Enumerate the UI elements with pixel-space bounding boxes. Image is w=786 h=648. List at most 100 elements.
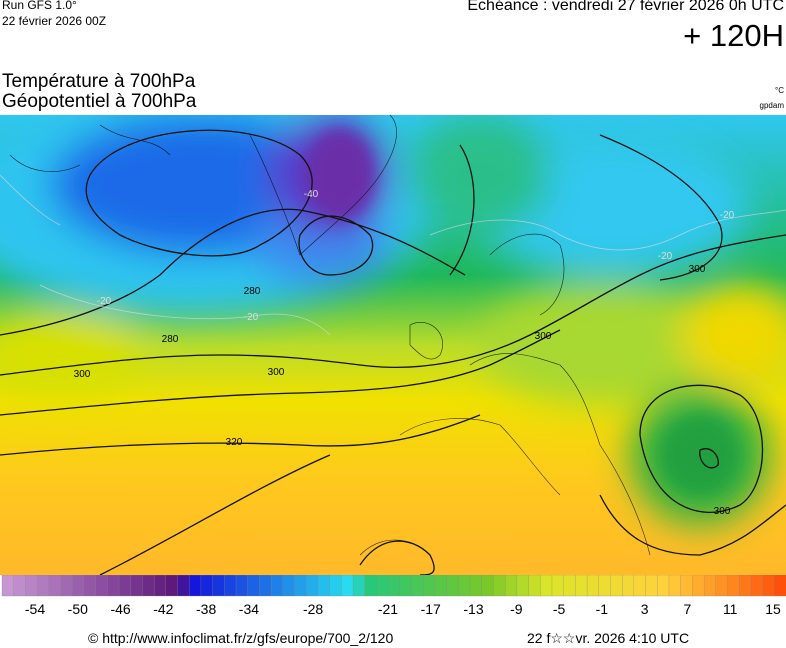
colorbar-cell	[598, 575, 611, 597]
colorbar-label: -9	[510, 601, 523, 617]
colorbar-label: -50	[68, 601, 88, 617]
colorbar-label: -38	[196, 601, 216, 617]
colorbar-label: -5	[553, 601, 566, 617]
colorbar-cell	[165, 575, 178, 597]
colorbar-cell	[575, 575, 588, 597]
colorbar-label: -17	[421, 601, 441, 617]
colorbar-label: -42	[153, 601, 173, 617]
colorbar: -54 -50 -46 -42 -38 -34 -28 -21 -17 -13 -9 -5 -1 3 7 11…	[1, 575, 786, 617]
colorbar-cell	[376, 575, 389, 597]
colorbar-cell	[774, 575, 786, 597]
title-temp: Température à 700hPa	[2, 71, 196, 92]
colorbar-cell	[352, 575, 366, 597]
colorbar-cell	[306, 575, 319, 597]
colorbar-cell	[610, 575, 623, 597]
colorbar-cell	[657, 575, 670, 597]
colorbar-cell	[551, 575, 565, 597]
geopotential-label: 300	[689, 264, 706, 275]
temperature-label: -20	[658, 251, 673, 262]
colorbar-cell	[25, 575, 38, 597]
colorbar-cell	[399, 575, 413, 597]
colorbar-cell	[200, 575, 214, 597]
geopotential-label: 320	[226, 437, 243, 448]
colorbar-cell	[153, 575, 167, 597]
colorbar-cell	[586, 575, 600, 597]
colorbar-cell	[364, 575, 377, 597]
colorbar-cell	[540, 575, 553, 597]
colorbar-cell	[224, 575, 237, 597]
colorbar-label: 7	[684, 601, 692, 617]
map: 280 280 300 300 300 300 300 320 -20 -20 -20 -20 -40	[0, 115, 786, 575]
colorbar-cell	[563, 575, 576, 597]
geopotential-label: 300	[535, 331, 552, 342]
colorbar-label: -54	[25, 601, 45, 617]
title-geo: Géopotentiel à 700hPa	[2, 91, 197, 112]
geopotential-label: 300	[268, 367, 285, 378]
geopotential-label: 280	[162, 334, 179, 345]
unit-geo: gpdam	[759, 101, 784, 110]
colorbar-label: 11	[723, 601, 738, 617]
run-label: Run GFS 1.0°	[2, 0, 77, 12]
colorbar-cell	[762, 575, 775, 597]
run-date: 22 février 2026 00Z	[2, 14, 107, 28]
colorbar-cell	[212, 575, 225, 597]
colorbar-cell	[177, 575, 190, 597]
colorbar-cell	[411, 575, 424, 597]
colorbar-cell	[668, 575, 682, 597]
colorbar-cell	[270, 575, 284, 597]
geopotential-label: 300	[714, 506, 731, 517]
temperature-label: -40	[304, 189, 319, 200]
colorbar-cell	[703, 575, 717, 597]
colorbar-cell	[341, 575, 354, 597]
colorbar-cell	[189, 575, 202, 597]
colorbar-label: -34	[239, 601, 259, 617]
colorbar-cell	[434, 575, 448, 597]
temperature-label: -20	[244, 312, 259, 323]
colorbar-cell	[423, 575, 436, 597]
colorbar-label: -1	[596, 601, 609, 617]
geopotential-label: 300	[74, 369, 91, 380]
colorbar-cell	[387, 575, 401, 597]
colorbar-cell	[48, 575, 61, 597]
colorbar-cell	[294, 575, 307, 597]
colorbar-cell	[317, 575, 331, 597]
colorbar-label: 3	[641, 601, 649, 617]
unit-temp: °C	[775, 86, 784, 95]
colorbar-label: -13	[463, 601, 483, 617]
colorbar-cell	[247, 575, 260, 597]
colorbar-cell	[13, 575, 26, 597]
colorbar-cell	[645, 575, 658, 597]
colorbar-cell	[118, 575, 132, 597]
colorbar-cell	[750, 575, 764, 597]
colorbar-label: 15	[765, 601, 781, 617]
colorbar-cell	[142, 575, 155, 597]
footer-timestamp: 22 f☆☆vr. 2026 4:10 UTC	[527, 630, 690, 646]
colorbar-label: -28	[303, 601, 323, 617]
colorbar-cell	[95, 575, 108, 597]
colorbar-cell	[739, 575, 752, 597]
geopotential-label: 280	[244, 286, 261, 297]
colorbar-cell	[516, 575, 530, 597]
valid-time: Echéance : vendredi 27 février 2026 0h U…	[467, 0, 784, 14]
colorbar-cell	[130, 575, 143, 597]
temperature-label: -20	[720, 210, 735, 221]
colorbar-cell	[727, 575, 740, 597]
colorbar-cell	[622, 575, 635, 597]
colorbar-cell	[481, 575, 494, 597]
colorbar-cell	[446, 575, 459, 597]
colorbar-cell	[36, 575, 50, 597]
colorbar-cell	[458, 575, 471, 597]
colorbar-cell	[259, 575, 272, 597]
colorbar-cell	[83, 575, 97, 597]
colorbar-cell	[528, 575, 541, 597]
colorbar-label: -46	[110, 601, 130, 617]
colorbar-cell	[715, 575, 728, 597]
colorbar-cell	[60, 575, 73, 597]
temperature-label: -20	[97, 296, 112, 307]
colorbar-cell	[107, 575, 120, 597]
footer-url: © http://www.infoclimat.fr/z/gfs/europe/…	[88, 630, 394, 646]
colorbar-cell	[469, 575, 483, 597]
colorbar-label: -21	[378, 601, 398, 617]
colorbar-cell	[235, 575, 249, 597]
